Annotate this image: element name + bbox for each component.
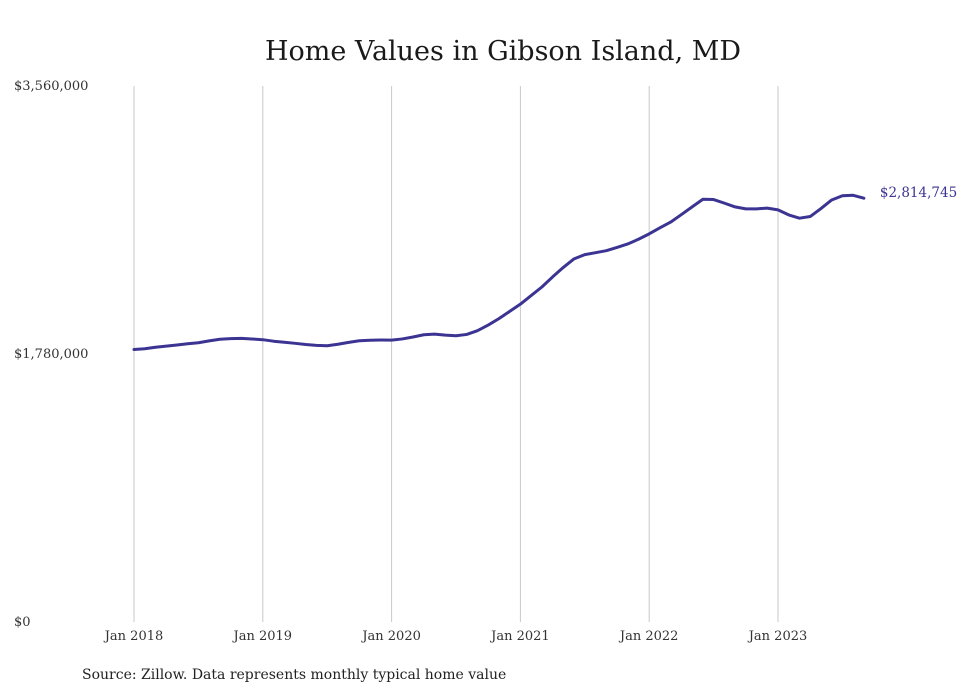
x-tick-label: Jan 2023 [747,629,808,644]
y-tick-label: $0 [14,615,31,630]
x-tick-label: Jan 2019 [232,629,293,644]
x-tick-label: Jan 2022 [618,629,679,644]
gridlines [133,86,779,622]
x-tick-label: Jan 2020 [360,629,421,644]
source-note: Source: Zillow. Data represents monthly … [82,667,507,683]
end-value-label: $2,814,745 [880,185,957,201]
chart-title: Home Values in Gibson Island, MD [265,36,741,67]
x-tick-label: Jan 2018 [103,629,164,644]
x-tick-label: Jan 2021 [489,629,550,644]
x-axis-ticks: Jan 2018 Jan 2019 Jan 2020 Jan 2021 Jan 2022… [103,629,808,644]
y-tick-label: $1,780,000 [14,347,88,362]
series-line [132,193,866,351]
y-axis-ticks: $0 $1,780,000 $3,560,000 [14,79,88,630]
y-tick-label: $3,560,000 [14,79,88,94]
